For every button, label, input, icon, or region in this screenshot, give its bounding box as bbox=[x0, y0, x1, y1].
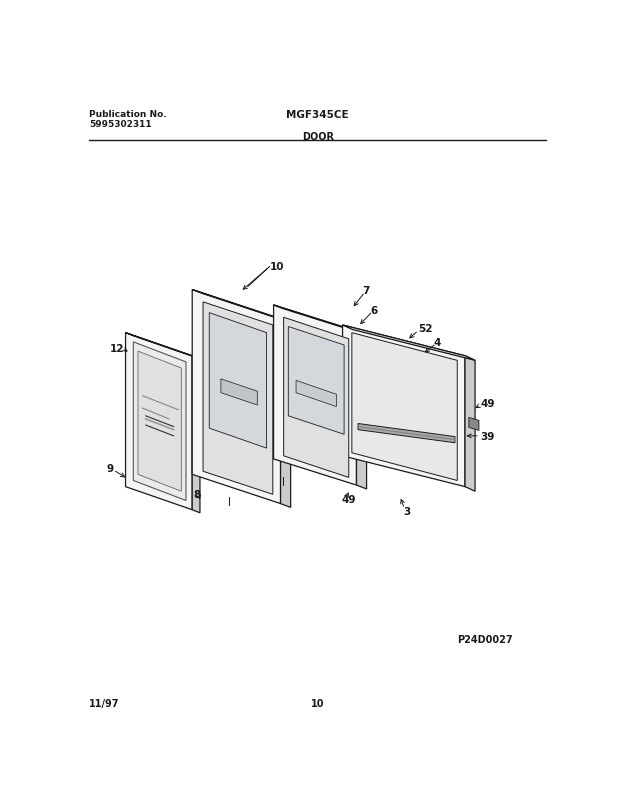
Polygon shape bbox=[465, 357, 475, 491]
Polygon shape bbox=[192, 290, 280, 504]
Polygon shape bbox=[288, 327, 344, 434]
Polygon shape bbox=[352, 333, 458, 481]
Text: 3: 3 bbox=[403, 507, 410, 516]
Polygon shape bbox=[210, 313, 267, 449]
Polygon shape bbox=[296, 381, 336, 407]
Text: MGF345CE: MGF345CE bbox=[286, 110, 349, 120]
Text: 39: 39 bbox=[480, 431, 495, 442]
Text: 8: 8 bbox=[193, 490, 201, 499]
Text: 49: 49 bbox=[480, 399, 495, 409]
Polygon shape bbox=[342, 325, 465, 487]
Text: DOOR: DOOR bbox=[302, 132, 334, 141]
Polygon shape bbox=[280, 320, 291, 507]
Polygon shape bbox=[125, 333, 192, 510]
Polygon shape bbox=[192, 290, 291, 324]
Text: 52: 52 bbox=[418, 324, 433, 333]
Text: 4: 4 bbox=[434, 337, 441, 348]
Polygon shape bbox=[133, 342, 186, 501]
Polygon shape bbox=[342, 325, 475, 361]
Polygon shape bbox=[192, 357, 200, 513]
Text: 6: 6 bbox=[371, 305, 378, 315]
Text: P24D0027: P24D0027 bbox=[458, 634, 513, 645]
Text: 12: 12 bbox=[110, 344, 125, 353]
Polygon shape bbox=[273, 305, 366, 336]
Polygon shape bbox=[273, 305, 356, 486]
Polygon shape bbox=[356, 332, 366, 489]
Text: 7: 7 bbox=[363, 285, 370, 296]
Polygon shape bbox=[469, 418, 479, 431]
Polygon shape bbox=[283, 318, 348, 478]
Polygon shape bbox=[221, 379, 257, 406]
Text: 10: 10 bbox=[270, 262, 284, 272]
Polygon shape bbox=[358, 424, 455, 443]
Text: 9: 9 bbox=[107, 463, 114, 474]
Text: 11/97: 11/97 bbox=[89, 698, 120, 707]
Polygon shape bbox=[203, 303, 273, 495]
Text: Publication No.: Publication No. bbox=[89, 110, 167, 119]
Text: 10: 10 bbox=[311, 698, 324, 707]
Polygon shape bbox=[125, 333, 200, 360]
Polygon shape bbox=[138, 352, 182, 491]
Text: 49: 49 bbox=[341, 495, 355, 504]
Text: 5995302311: 5995302311 bbox=[89, 120, 152, 128]
